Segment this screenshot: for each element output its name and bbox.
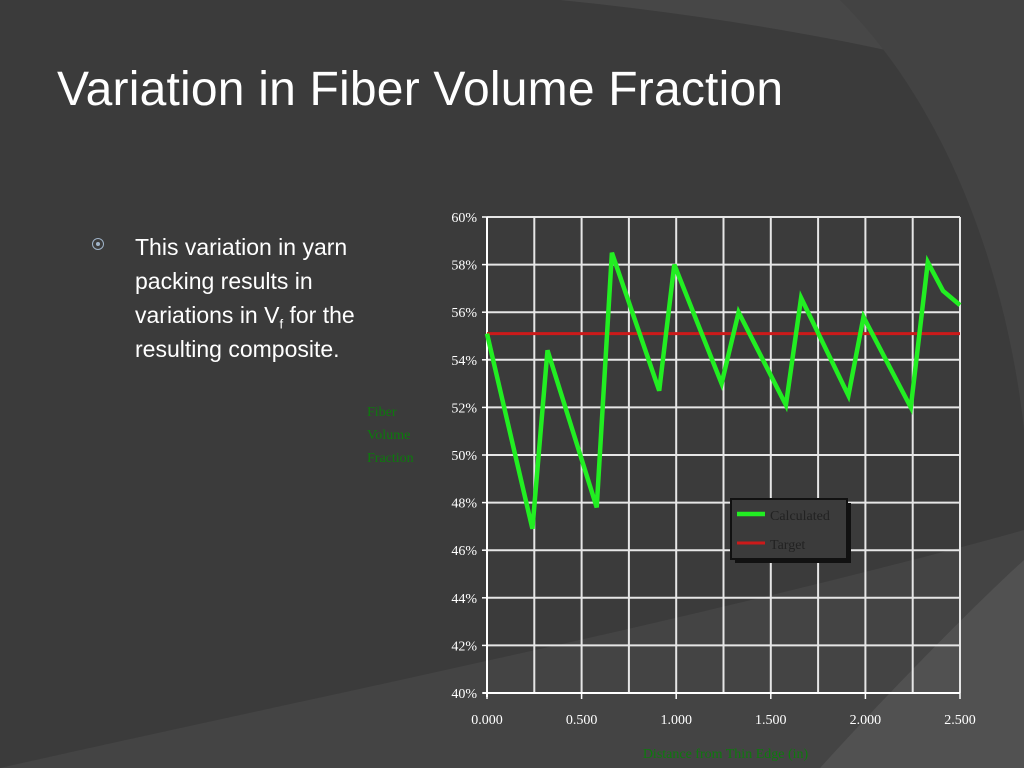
y-axis-title-line: Fraction (367, 451, 414, 466)
y-axis-title-line: Volume (367, 428, 410, 443)
y-tick-label: 52% (451, 401, 477, 416)
y-tick-label: 42% (451, 639, 477, 654)
bullet-circle-icon (92, 238, 104, 250)
chart-grid (486, 216, 961, 694)
y-tick-label: 44% (451, 592, 477, 607)
y-tick-label: 40% (451, 687, 477, 702)
x-axis-title: Distance from Thin Edge (in) (643, 747, 809, 762)
chart-series (484, 251, 962, 530)
y-tick-label: 60% (451, 211, 477, 226)
slide-title: Variation in Fiber Volume Fraction (57, 63, 784, 116)
y-tick-label: 48% (451, 497, 477, 512)
legend-target-label: Target (770, 538, 805, 553)
x-tick-label: 1.000 (660, 713, 692, 728)
decor-swoosh-right (840, 0, 1024, 430)
x-tick-label: 1.500 (755, 713, 787, 728)
bullet-text-subscript: f (279, 316, 284, 332)
decor-swoosh-corner (820, 560, 1024, 768)
y-tick-label: 54% (451, 354, 477, 369)
legend-box (730, 498, 848, 560)
y-tick-label: 56% (451, 306, 477, 321)
y-tick-label: 58% (451, 259, 477, 274)
y-axis-title-line: Fiber (367, 405, 397, 420)
decor-swoosh-bottom (0, 530, 1024, 768)
x-tick-label: 0.500 (566, 713, 598, 728)
bullet-point: This variation in yarn packing results i… (92, 230, 382, 366)
y-tick-label: 50% (451, 449, 477, 464)
chart-legend: Calculated Target (730, 498, 851, 563)
bullet-text-end: for the resulting composite. (135, 302, 355, 362)
x-tick-label: 2.500 (944, 713, 976, 728)
calculated-series-line (484, 251, 962, 530)
bullet-text-main: This variation in yarn packing results i… (135, 234, 348, 328)
bullet-text: This variation in yarn packing results i… (135, 230, 382, 366)
chart-axes: 60% 58% 56% 54% 52% 50% 48% 46% 44% 42% 40% 0.000 0.… (451, 211, 975, 728)
x-tick-label: 0.000 (471, 713, 503, 728)
chart-labels: Fiber Volume Fraction Distance from Thin Ed… (367, 405, 809, 762)
x-tick-label: 2.000 (850, 713, 882, 728)
legend-calculated-label: Calculated (770, 509, 830, 524)
y-tick-label: 46% (451, 544, 477, 559)
